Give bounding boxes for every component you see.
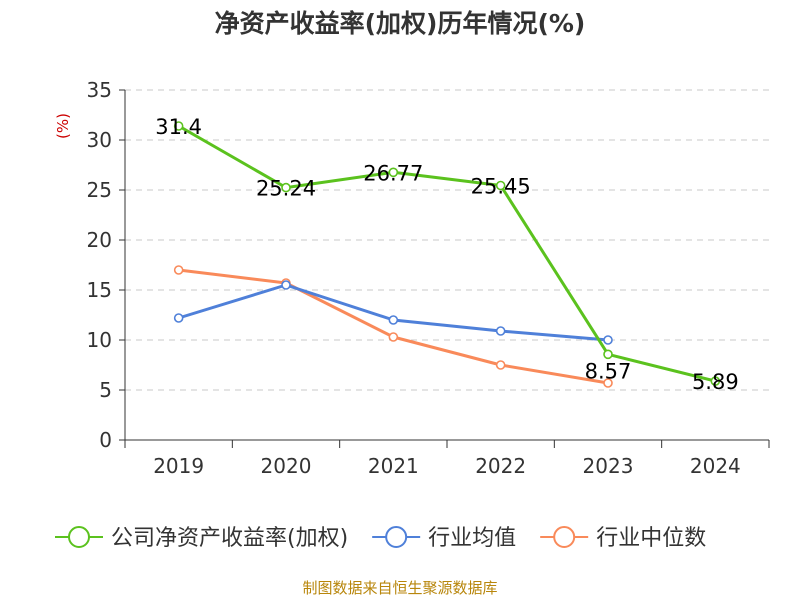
data-point <box>388 167 399 178</box>
x-tick-label: 2023 <box>583 454 634 478</box>
legend-label: 行业均值 <box>428 526 516 551</box>
series-line <box>178 268 609 385</box>
data-point <box>495 326 506 336</box>
data-label: 8.57 <box>585 359 632 383</box>
legend: 公司净资产收益率(加权) 行业均值 行业中位数 <box>55 526 706 551</box>
data-point <box>173 121 184 131</box>
series-layer <box>173 121 721 388</box>
data-label: 31.4 <box>155 115 202 139</box>
x-tick-label: 2022 <box>475 454 526 478</box>
data-label: 25.24 <box>256 177 316 201</box>
legend-marker <box>68 526 90 548</box>
data-point <box>495 180 506 191</box>
y-tick-label: 35 <box>87 78 112 102</box>
x-tick-label: 2021 <box>368 454 419 478</box>
y-tick-label: 20 <box>87 228 112 252</box>
data-label: 25.45 <box>471 175 531 199</box>
chart-title: 净资产收益率(加权)历年情况(%) <box>214 9 586 38</box>
x-tick-label: 2024 <box>690 454 741 478</box>
data-point <box>173 265 184 275</box>
data-point <box>388 315 399 325</box>
legend-marker <box>385 526 408 548</box>
legend-label: 行业中位数 <box>596 526 706 551</box>
data-point <box>495 360 506 370</box>
y-tick-label: 15 <box>87 278 112 302</box>
axis-layer: 0 5 10 15 20 25 30 35 (%) 2019 2020 2021 2022 2023 202… <box>54 78 770 478</box>
data-point <box>281 280 291 290</box>
x-tick-label: 2019 <box>153 454 204 478</box>
y-axis-unit-label: (%) <box>54 113 72 139</box>
data-point <box>603 349 613 360</box>
series-line <box>178 283 609 342</box>
y-tick-label: 25 <box>87 178 112 202</box>
series-line <box>177 124 716 383</box>
x-tick-label: 2020 <box>261 454 312 478</box>
data-point <box>710 376 721 386</box>
y-tick-label: 30 <box>87 128 112 152</box>
data-point <box>281 182 291 193</box>
source-note: 制图数据来自恒生聚源数据库 <box>302 579 498 597</box>
data-label-layer: 31.4 25.24 26.77 25.45 8.57 5.89 <box>155 115 738 394</box>
y-tick-label: 5 <box>99 378 112 402</box>
data-point <box>603 335 613 345</box>
data-label: 26.77 <box>363 161 423 185</box>
legend-label: 公司净资产收益率(加权) <box>111 526 348 551</box>
data-label: 5.89 <box>692 370 739 394</box>
y-tick-label: 10 <box>87 328 112 352</box>
data-point <box>173 313 184 323</box>
grid-layer <box>125 89 769 391</box>
data-point <box>388 332 399 342</box>
legend-marker <box>553 526 576 548</box>
data-point <box>603 378 613 388</box>
y-tick-label: 0 <box>99 428 112 452</box>
